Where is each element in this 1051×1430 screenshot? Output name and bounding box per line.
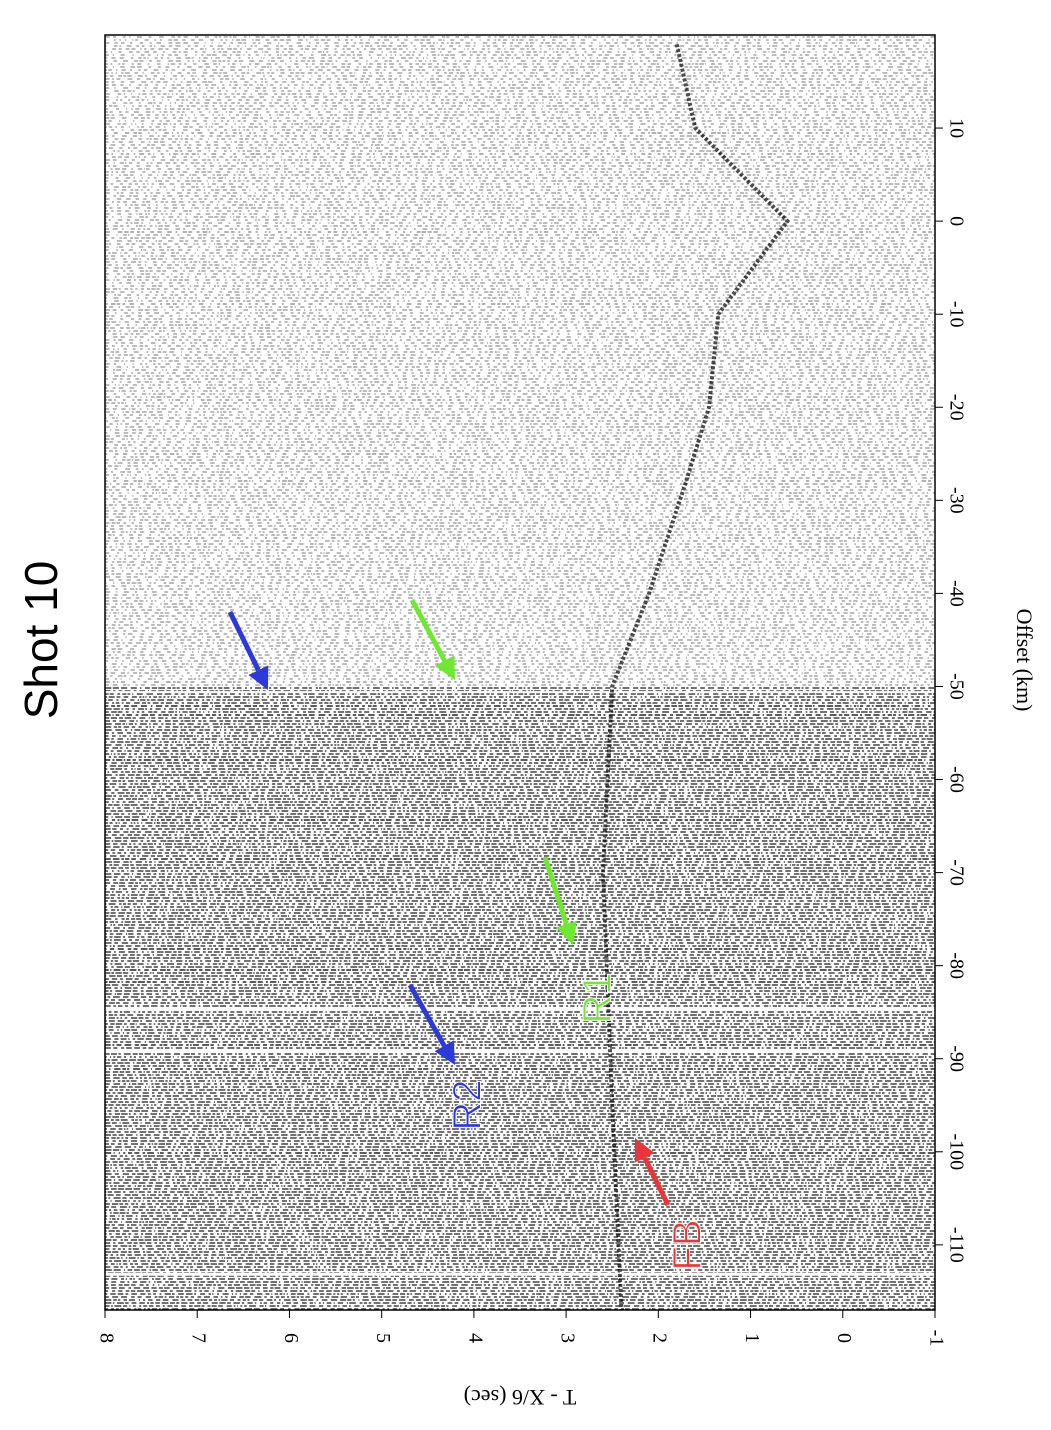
x-tick-label: -10 <box>945 301 967 328</box>
y-tick-label: 6 <box>280 1333 302 1343</box>
annotation-label: FB <box>666 1219 710 1270</box>
arrow-shaft <box>407 983 447 1048</box>
x-tick-label: -30 <box>945 487 967 514</box>
x-tick-label: -50 <box>945 673 967 700</box>
y-axis-label: T - X/6 (sec) <box>464 1385 577 1410</box>
x-tick-label: -60 <box>945 766 967 793</box>
arrows <box>227 598 671 1207</box>
title: Shot 10 <box>15 561 67 720</box>
trace-gap <box>105 1049 935 1053</box>
y-tick-label: 8 <box>95 1333 117 1343</box>
annotation-label: R1 <box>576 972 620 1023</box>
x-tick-label: -20 <box>945 394 967 421</box>
x-tick-label: 10 <box>945 118 967 138</box>
x-tick-label: -40 <box>945 580 967 607</box>
arrow-shaft <box>542 856 569 925</box>
y-tick-label: 5 <box>372 1333 394 1343</box>
y-tick-label: 3 <box>557 1333 579 1343</box>
x-tick-label: -110 <box>945 1227 967 1263</box>
y-tick-label: 4 <box>464 1333 486 1343</box>
trace-gap <box>105 691 935 694</box>
trace-gap <box>105 1007 935 1011</box>
arrow-head <box>248 665 269 690</box>
annotation-label: R2 <box>446 1079 490 1130</box>
y-tick-label: -1 <box>925 1330 947 1347</box>
x-tick-label: -70 <box>945 859 967 886</box>
y-tick-label: 0 <box>833 1333 855 1343</box>
plot-frame <box>104 34 936 1311</box>
first-arrival <box>600 43 791 1311</box>
y-tick-label: 1 <box>741 1333 763 1343</box>
trace-gap <box>105 1272 935 1276</box>
arrow-head <box>434 1040 455 1065</box>
x-tick-label: 0 <box>945 216 967 226</box>
y-tick-label: 7 <box>188 1333 210 1343</box>
x-axis-label: Offset (km) <box>1012 609 1037 712</box>
arrow-shaft <box>642 1156 671 1207</box>
arrow-shaft <box>227 610 261 672</box>
y-tick-label: 2 <box>649 1333 671 1343</box>
arrow-head <box>634 1138 655 1163</box>
arrow-head <box>555 920 577 945</box>
x-tick-label: -80 <box>945 952 967 979</box>
x-tick-label: -100 <box>945 1133 967 1170</box>
arrow-head <box>434 655 455 680</box>
seismic-traces <box>105 36 935 1311</box>
x-tick-label: -90 <box>945 1045 967 1072</box>
arrow-shaft <box>409 598 447 662</box>
